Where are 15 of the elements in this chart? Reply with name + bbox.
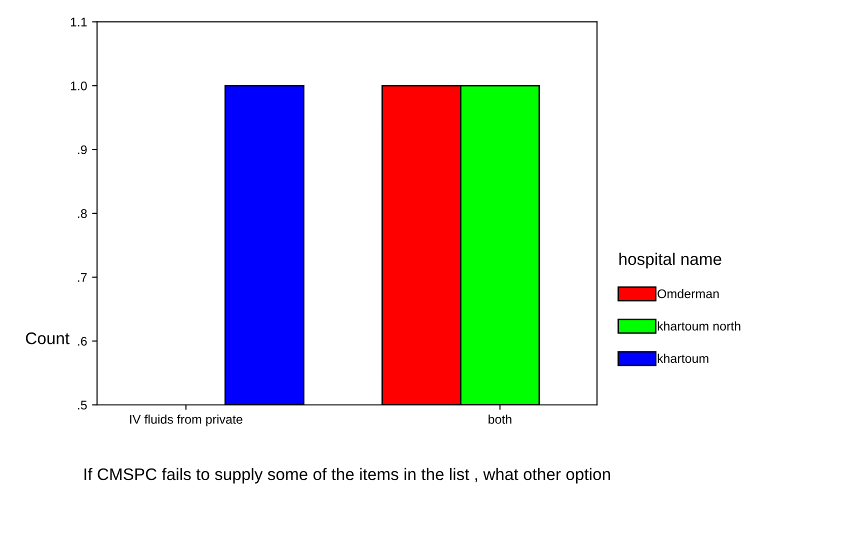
y-tick-label: .9 (78, 145, 87, 154)
y-tick-label: .8 (78, 209, 87, 218)
x-axis-title: If CMSPC fails to supply some of the items in the list , what other option (84, 468, 610, 484)
y-axis-title: Count (26, 332, 70, 344)
x-tick-label: both (488, 414, 512, 424)
legend-label: khartoum (658, 354, 708, 363)
y-tick-label: 1.0 (70, 81, 87, 90)
y-tick-label: .5 (78, 400, 87, 410)
legend-label: Omderman (658, 289, 719, 298)
legend-title: hospital name (619, 252, 722, 268)
y-tick-label: 1.1 (70, 18, 87, 26)
x-tick-label: IV fluids from private (130, 414, 242, 426)
y-tick-label: .7 (78, 273, 87, 282)
legend-label: khartoum north (658, 321, 740, 331)
y-tick-label: .6 (78, 336, 87, 346)
